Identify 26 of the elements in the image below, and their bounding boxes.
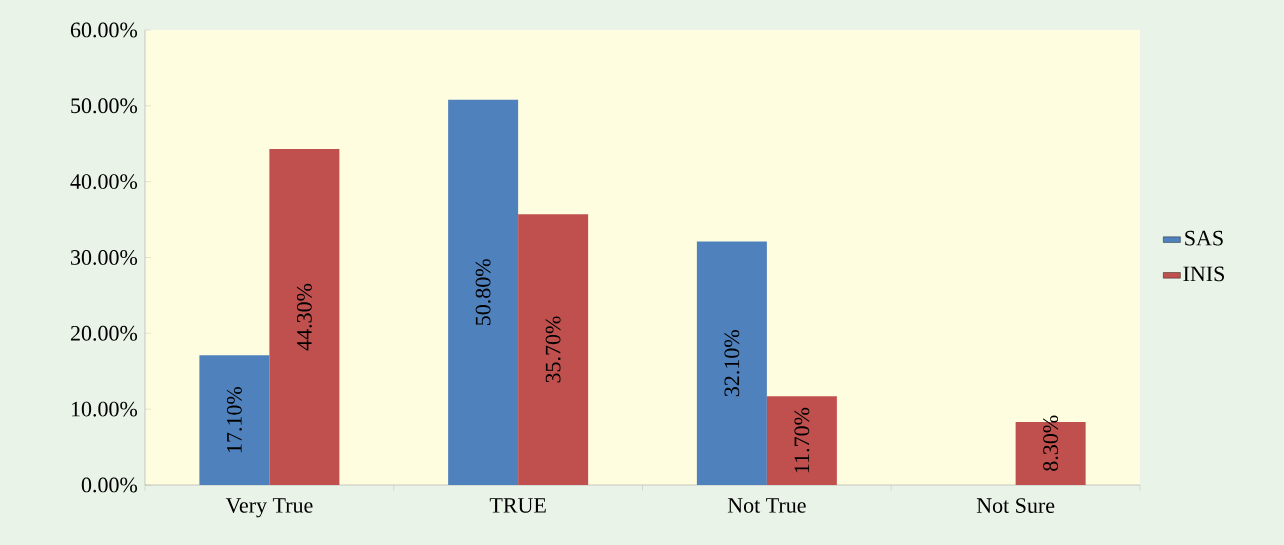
data-label: 17.10% (226, 386, 242, 453)
bar (448, 99, 519, 485)
data-label: 35.70% (545, 316, 561, 383)
y-tick-label: 60.00% (70, 22, 138, 38)
x-tick-label: Very True (225, 498, 313, 518)
x-tick-label: Not True (727, 498, 806, 513)
data-label: 50.80% (475, 259, 491, 325)
bar (696, 241, 767, 485)
legend-label: INIS (1183, 266, 1224, 282)
legend-label: SAS (1185, 230, 1223, 246)
data-label: 11.70% (794, 407, 810, 473)
data-label: 44.30% (296, 283, 312, 351)
data-label: 8.30% (1043, 415, 1059, 471)
y-tick-label: 40.00% (70, 174, 138, 190)
y-tick-label: 10.00% (71, 401, 138, 417)
x-tick-label: TRUE (489, 498, 546, 513)
data-label: 32.10% (724, 330, 740, 397)
y-tick-label: 20.00% (70, 325, 138, 341)
x-tick-label: Not Sure (976, 498, 1055, 513)
y-tick-label: 30.00% (71, 250, 138, 265)
y-tick-label: 0.00% (81, 477, 138, 493)
y-tick-label: 50.00% (71, 98, 138, 114)
bar (518, 214, 589, 485)
bar (269, 149, 340, 485)
bar (199, 355, 270, 485)
bar (766, 396, 837, 485)
